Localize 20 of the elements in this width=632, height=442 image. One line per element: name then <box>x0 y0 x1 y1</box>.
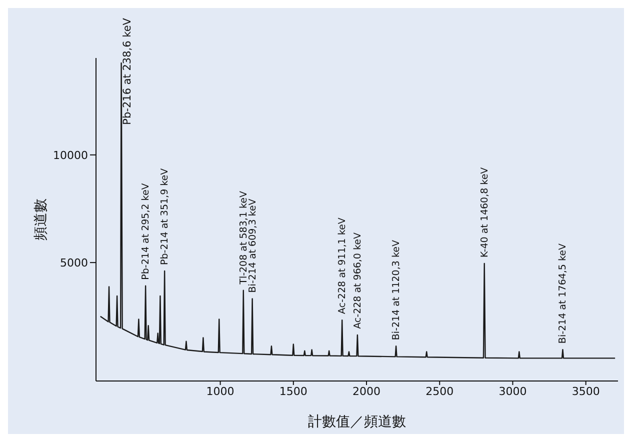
x-tick-label: 1000 <box>206 384 234 398</box>
y-tick-label: 5000 <box>60 256 88 270</box>
x-axis-title: 計數值／頻道數 <box>308 414 406 430</box>
annotation: Tl-208 at 583,1 keV <box>238 190 250 286</box>
x-tick-label: 1500 <box>279 384 308 398</box>
annotation: Pb-214 at 351,9 keV <box>160 168 171 265</box>
annotation: Pb-216 at 238,6 keV <box>121 17 134 125</box>
x-tick-label: 2500 <box>426 384 454 398</box>
annotation: Bi-214 at 1120,3 keV <box>391 240 402 340</box>
x-tick-label: 3500 <box>572 384 600 398</box>
annotation: Ac-228 at 911,1 keV <box>337 217 348 314</box>
annotation: Bi-214 at 1764,5 keV <box>558 242 569 344</box>
x-tick-label: 3000 <box>498 384 527 398</box>
annotation: Ac-228 at 966,0 keV <box>352 232 364 329</box>
y-tick-label: 10000 <box>53 148 88 162</box>
x-tick-label: 2000 <box>352 384 381 398</box>
annotation: Pb-214 at 295,2 keV <box>140 182 152 280</box>
annotation: Bi-214 at 609,3 keV <box>247 198 258 293</box>
annotation: K-40 at 1460,8 keV <box>479 166 490 258</box>
y-axis-title: 頻道數 <box>32 198 49 240</box>
